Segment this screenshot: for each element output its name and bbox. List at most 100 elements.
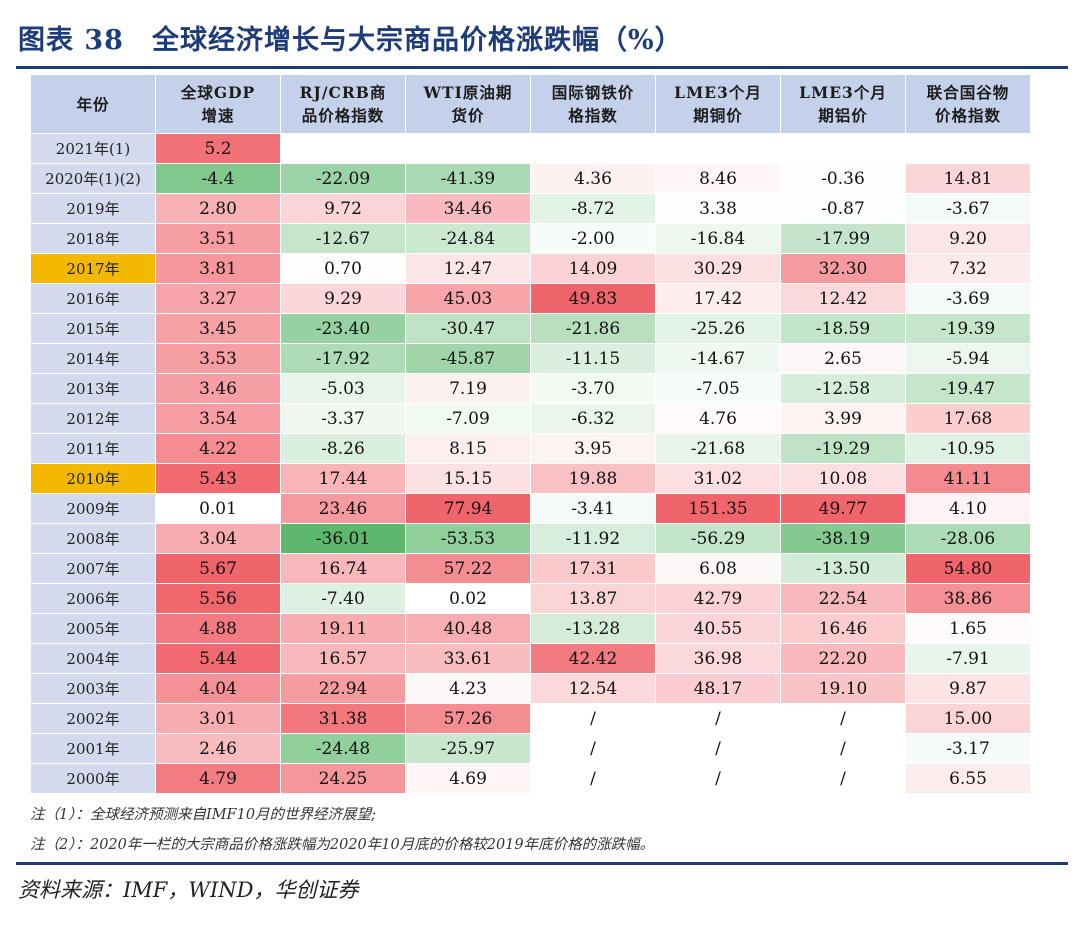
value-cell: 17.68 (905, 403, 1031, 434)
value-cell: -24.84 (405, 223, 531, 254)
column-header-line: LME3个月 (674, 83, 762, 102)
value-cell: 23.46 (280, 493, 406, 524)
table-row: 2008年 3.04 -36.01 -53.53 -11.92 -56.29 -38.19-… (30, 523, 1031, 554)
year-cell: 2014年 (30, 343, 156, 374)
value-cell: 19.11 (280, 613, 406, 644)
value-cell: 32.30 (780, 253, 906, 284)
year-cell: 2020年(1)(2) (30, 163, 156, 194)
value-cell: -28.06 (905, 523, 1031, 554)
value-cell: 41.11 (905, 463, 1031, 494)
year-cell: 2015年 (30, 313, 156, 344)
value-cell: 13.87 (530, 583, 656, 614)
table-row: 2021年(1) 5.2 (30, 133, 1031, 164)
value-cell: 31.38 (280, 703, 406, 734)
value-cell: 17.44 (280, 463, 406, 494)
year-cell: 2007年 (30, 553, 156, 584)
value-cell: 9.72 (280, 193, 406, 224)
value-cell: -0.36 (780, 163, 906, 194)
value-cell: -53.53 (405, 523, 531, 554)
year-cell: 2002年 (30, 703, 156, 734)
value-cell: -12.67 (280, 223, 406, 254)
value-cell: 12.47 (405, 253, 531, 284)
value-cell: -7.91 (905, 643, 1031, 674)
value-cell: 4.69 (405, 763, 531, 794)
year-cell: 2011年 (30, 433, 156, 464)
value-cell: 57.22 (405, 553, 531, 584)
source-line: 资料来源：IMF，WIND，华创证券 (18, 878, 359, 902)
value-cell: 5.43 (155, 463, 281, 494)
value-cell: 0.02 (405, 583, 531, 614)
column-header-line: WTI原油期 (423, 83, 513, 102)
table-row: 2014年 3.53 -17.92 -45.87 -11.15 -14.67 2.65 -5.… (30, 343, 1031, 374)
value-cell: -41.39 (405, 163, 531, 194)
value-cell: -19.29 (780, 433, 906, 464)
column-header-line: 期铜价 (693, 106, 743, 125)
value-cell: 4.88 (155, 613, 281, 644)
value-cell: -56.29 (655, 523, 781, 554)
year-cell: 2003年 (30, 673, 156, 704)
value-cell: -5.94 (905, 343, 1031, 374)
value-cell: 48.17 (655, 673, 781, 704)
top-rule (16, 66, 1068, 69)
value-cell: 5.67 (155, 553, 281, 584)
figure-title: 图表 38 全球经济增长与大宗商品价格涨跌幅（%） (18, 25, 683, 56)
table-body: 2021年(1) 5.2 2020年(1)(2) -4.4 -22.09 -41.39 4.… (30, 133, 1031, 794)
value-cell: 4.23 (405, 673, 531, 704)
value-cell: / (655, 763, 781, 794)
value-cell: -21.86 (530, 313, 656, 344)
value-cell: 19.88 (530, 463, 656, 494)
year-cell: 2010年 (30, 463, 156, 494)
value-cell: -21.68 (655, 433, 781, 464)
value-cell: 40.48 (405, 613, 531, 644)
value-cell: / (655, 733, 781, 764)
value-cell: -3.70 (530, 373, 656, 404)
value-cell: -8.72 (530, 193, 656, 224)
year-cell: 2019年 (30, 193, 156, 224)
column-header-line: 全球GDP (180, 83, 256, 102)
value-cell: 42.42 (530, 643, 656, 674)
table-row: 2009年 0.01 23.46 77.94 -3.41 151.35 49.77 4.10 (30, 493, 1031, 524)
value-cell: -30.47 (405, 313, 531, 344)
value-cell: 8.46 (655, 163, 781, 194)
value-cell: / (780, 763, 906, 794)
value-cell: 3.01 (155, 703, 281, 734)
value-cell: -11.15 (530, 343, 656, 374)
table-row: 2010年 5.43 17.44 15.15 19.88 31.02 10.08 41.11 (30, 463, 1031, 494)
value-cell: / (655, 703, 781, 734)
value-cell: 3.46 (155, 373, 281, 404)
value-cell: 54.80 (905, 553, 1031, 584)
value-cell: -7.40 (280, 583, 406, 614)
value-cell: 31.02 (655, 463, 781, 494)
value-cell: -7.05 (655, 373, 781, 404)
column-header-line: 品价格指数 (301, 106, 385, 125)
value-cell: 4.36 (530, 163, 656, 194)
value-cell: 36.98 (655, 643, 781, 674)
value-cell: / (780, 733, 906, 764)
year-cell: 2018年 (30, 223, 156, 254)
year-cell: 2016年 (30, 283, 156, 314)
value-cell: 38.86 (905, 583, 1031, 614)
column-header-line: 增速 (201, 106, 235, 125)
value-cell: 4.04 (155, 673, 281, 704)
value-cell: 9.29 (280, 283, 406, 314)
value-cell: 3.04 (155, 523, 281, 554)
value-cell: -19.39 (905, 313, 1031, 344)
table-row: 2001年 2.46 -24.48 -25.97// / -3.17 (30, 733, 1031, 764)
value-cell: -13.28 (530, 613, 656, 644)
year-cell: 2009年 (30, 493, 156, 524)
year-cell: 2017年 (30, 253, 156, 284)
value-cell: / (530, 733, 656, 764)
value-cell: -8.26 (280, 433, 406, 464)
column-header-line: 期铝价 (818, 106, 868, 125)
year-cell: 2012年 (30, 403, 156, 434)
table-row: 2019年 2.80 9.72 34.46 -8.72 3.38 -0.87 -3.67 (30, 193, 1031, 224)
column-header-line: 联合国谷物 (926, 83, 1010, 102)
value-cell: 3.95 (530, 433, 656, 464)
year-cell: 2004年 (30, 643, 156, 674)
value-cell: / (780, 703, 906, 734)
value-cell: 4.22 (155, 433, 281, 464)
value-cell: 1.65 (905, 613, 1031, 644)
table-row: 2007年 5.67 16.74 57.22 17.31 6.08 -13.50 54.80 (30, 553, 1031, 584)
value-cell: 17.31 (530, 553, 656, 584)
header-row: 年份 全球GDP 增速 RJ/CRB商 品价格指数 WTI原油期 货价 国际钢铁价 格指数 LME… (30, 74, 1031, 134)
